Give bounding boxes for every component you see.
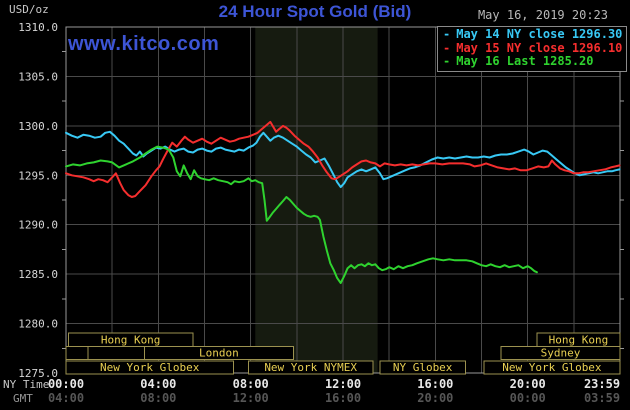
y-axis-tick-label: 1305.0 — [18, 70, 58, 83]
session-box — [65, 360, 234, 375]
x-axis-tick-label-ny: 04:00 — [140, 377, 176, 391]
session-box — [87, 346, 145, 360]
legend-label: May 15 NY close 1296.10 — [456, 40, 623, 55]
x-axis-tick-label-ny: 20:00 — [510, 377, 546, 391]
x-axis-tick-label-ny: 00:00 — [48, 377, 84, 391]
legend-item-may14: - May 14 NY close 1296.30 — [443, 27, 626, 42]
session-box — [65, 346, 89, 360]
x-axis-row-label-gmt: GMT — [13, 392, 33, 405]
y-axis-tick-label: 1285.0 — [18, 268, 58, 281]
legend-dash-icon: - — [443, 40, 451, 55]
session-box — [247, 360, 374, 375]
session-box-label: New York Globex — [100, 361, 200, 374]
session-box-label: New York Globex — [502, 361, 602, 374]
legend-dash-icon: - — [443, 54, 451, 68]
x-axis-tick-label-ny: 12:00 — [325, 377, 361, 391]
session-box-label: NY Globex — [393, 361, 453, 374]
y-axis-tick-label: 1310.0 — [18, 21, 58, 34]
kitco-watermark-link[interactable]: www.kitco.com — [68, 33, 220, 55]
series-line-may16 — [65, 145, 538, 284]
y-axis-tick-label: 1275.0 — [18, 367, 58, 380]
session-box-label: Sydney — [541, 347, 581, 360]
series-line-may15 — [65, 120, 621, 198]
legend-label: May 16 Last 1285.20 — [456, 54, 594, 68]
session-box — [379, 360, 466, 375]
session-box — [500, 346, 621, 360]
x-axis-tick-label-ny: 16:00 — [417, 377, 453, 391]
session-box-label: London — [199, 347, 239, 360]
x-axis-tick-label-gmt: 16:00 — [325, 391, 361, 405]
session-box-label: Hong Kong — [549, 334, 609, 347]
y-axis-tick-label: 1290.0 — [18, 219, 58, 232]
legend-label: May 14 NY close 1296.30 — [456, 27, 623, 41]
legend-item-may16: - May 16 Last 1285.20 — [443, 54, 626, 69]
y-axis-tick-label: 1300.0 — [18, 120, 58, 133]
session-box-label: New York NYMEX — [264, 361, 357, 374]
x-axis-tick-label-gmt: 12:00 — [233, 391, 269, 405]
legend-item-may15: - May 15 NY close 1296.10 — [443, 40, 626, 56]
y-axis-tick-label: 1280.0 — [18, 318, 58, 331]
x-axis-tick-label-gmt: 00:00 — [510, 391, 546, 405]
x-axis-tick-label-gmt: 08:00 — [140, 391, 176, 405]
session-box — [143, 346, 294, 360]
chart-timestamp: May 16, 2019 20:23 — [477, 8, 608, 22]
x-axis-tick-label-gmt: 20:00 — [417, 391, 453, 405]
series-line-may14 — [65, 130, 621, 189]
x-axis-tick-label-ny: 08:00 — [233, 377, 269, 391]
legend-dash-icon: - — [443, 27, 451, 41]
y-axis-tick-label: 1295.0 — [18, 169, 58, 182]
session-box — [483, 360, 621, 375]
x-axis-tick-label-gmt: 03:59 — [584, 391, 620, 405]
y-axis-units-label: USD/oz — [9, 3, 49, 16]
legend-box: - May 14 NY close 1296.30 - May 15 NY clos… — [437, 26, 627, 72]
x-axis-tick-label-ny: 23:59 — [584, 377, 620, 391]
x-axis-row-label-ny: NY Time — [3, 378, 50, 391]
x-axis-tick-label-gmt: 04:00 — [48, 391, 84, 405]
nymex-session-highlight-band — [255, 27, 378, 373]
page-title: 24 Hour Spot Gold (Bid) — [218, 2, 412, 21]
session-box-label: Hong Kong — [101, 334, 161, 347]
